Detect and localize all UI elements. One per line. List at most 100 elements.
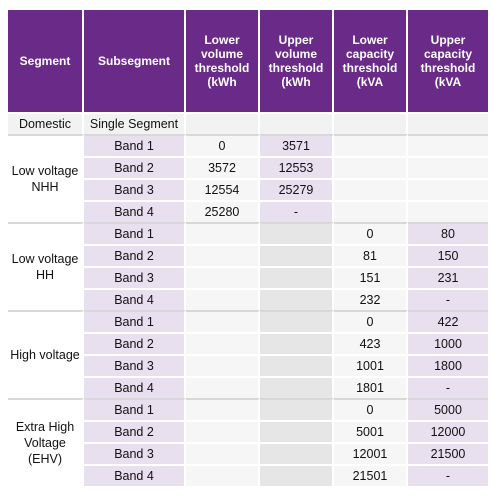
upper-volume-cell bbox=[260, 310, 334, 332]
lower-capacity-cell: 0 bbox=[334, 398, 408, 420]
lower-volume-cell: 0 bbox=[186, 134, 260, 156]
upper-capacity-cell: 21500 bbox=[408, 442, 488, 464]
lower-volume-cell bbox=[186, 222, 260, 244]
band-cell: Band 2 bbox=[84, 332, 186, 354]
lower-volume-cell bbox=[186, 354, 260, 376]
upper-volume-cell bbox=[260, 398, 334, 420]
lower-capacity-cell bbox=[334, 200, 408, 222]
lower-capacity-cell: 81 bbox=[334, 244, 408, 266]
band-cell: Band 4 bbox=[84, 376, 186, 398]
upper-capacity-cell: 12000 bbox=[408, 420, 488, 442]
lower-capacity-cell: 151 bbox=[334, 266, 408, 288]
lower-volume-cell bbox=[186, 376, 260, 398]
upper-volume-cell: 25279 bbox=[260, 178, 334, 200]
upper-capacity-cell: - bbox=[408, 288, 488, 310]
table-row: Band 2 81 150 bbox=[8, 244, 488, 266]
upper-capacity-cell bbox=[408, 200, 488, 222]
upper-capacity-cell: 150 bbox=[408, 244, 488, 266]
threshold-table-container: Segment Subsegment Lower volume threshol… bbox=[8, 10, 488, 486]
band-cell: Band 3 bbox=[84, 442, 186, 464]
lower-volume-cell bbox=[186, 288, 260, 310]
upper-volume-cell bbox=[260, 266, 334, 288]
lower-capacity-cell: 12001 bbox=[334, 442, 408, 464]
table-row: Band 2 5001 12000 bbox=[8, 420, 488, 442]
lower-volume-cell bbox=[186, 310, 260, 332]
lower-capacity-cell: 0 bbox=[334, 310, 408, 332]
upper-capacity-cell: - bbox=[408, 376, 488, 398]
band-cell: Band 4 bbox=[84, 200, 186, 222]
lower-capacity-cell: 1801 bbox=[334, 376, 408, 398]
table-row: Band 3 12554 25279 bbox=[8, 178, 488, 200]
upper-volume-cell bbox=[260, 442, 334, 464]
upper-capacity-cell: 1800 bbox=[408, 354, 488, 376]
header-lower-capacity: Lower capacity threshold (kVA bbox=[334, 10, 408, 112]
lower-capacity-cell: 1001 bbox=[334, 354, 408, 376]
upper-volume-cell bbox=[260, 332, 334, 354]
table-row: Band 3 12001 21500 bbox=[8, 442, 488, 464]
lower-volume-cell: 12554 bbox=[186, 178, 260, 200]
lower-capacity-cell bbox=[334, 156, 408, 178]
upper-capacity-cell bbox=[408, 156, 488, 178]
lower-capacity-cell: 21501 bbox=[334, 464, 408, 486]
upper-volume-cell bbox=[260, 288, 334, 310]
upper-capacity-cell: 1000 bbox=[408, 332, 488, 354]
band-cell: Band 3 bbox=[84, 266, 186, 288]
band-cell: Band 2 bbox=[84, 244, 186, 266]
table-row: Band 4 25280 - bbox=[8, 200, 488, 222]
table-row: Low voltage NHH Band 1 0 3571 bbox=[8, 134, 488, 222]
table-row-domestic: Domestic Single Segment bbox=[8, 112, 488, 134]
upper-capacity-cell: 231 bbox=[408, 266, 488, 288]
table-row: High voltage Band 1 0 422 bbox=[8, 310, 488, 398]
lower-volume-cell bbox=[186, 266, 260, 288]
header-upper-volume: Upper volume threshold (kWh bbox=[260, 10, 334, 112]
table-row: Band 4 232 - bbox=[8, 288, 488, 310]
lower-volume-cell bbox=[186, 332, 260, 354]
band-cell: Band 1 bbox=[84, 134, 186, 156]
table-row: Band 3 1001 1800 bbox=[8, 354, 488, 376]
band-cell: Band 3 bbox=[84, 354, 186, 376]
table-row: Band 4 21501 - bbox=[8, 464, 488, 486]
band-cell: Band 1 bbox=[84, 310, 186, 332]
upper-volume-cell: 3571 bbox=[260, 134, 334, 156]
upper-capacity-cell: 80 bbox=[408, 222, 488, 244]
table-row: Extra High Voltage (EHV) Band 1 0 5000 bbox=[8, 398, 488, 486]
upper-volume-cell bbox=[260, 244, 334, 266]
upper-volume-cell bbox=[260, 354, 334, 376]
header-subsegment: Subsegment bbox=[84, 10, 186, 112]
lower-volume-cell bbox=[186, 464, 260, 486]
upper-volume-cell: - bbox=[260, 200, 334, 222]
segment-cell: Low voltage NHH bbox=[8, 134, 84, 222]
segment-cell: Extra High Voltage (EHV) bbox=[8, 398, 84, 486]
threshold-table: Segment Subsegment Lower volume threshol… bbox=[8, 10, 488, 486]
segment-cell: Low voltage HH bbox=[8, 222, 84, 310]
upper-capacity-cell bbox=[408, 134, 488, 156]
lower-volume-cell bbox=[186, 442, 260, 464]
upper-volume-cell bbox=[260, 420, 334, 442]
band-cell: Band 1 bbox=[84, 398, 186, 420]
lower-capacity-cell bbox=[334, 134, 408, 156]
band-cell: Band 3 bbox=[84, 178, 186, 200]
lower-volume-cell bbox=[186, 398, 260, 420]
upper-volume-cell: 12553 bbox=[260, 156, 334, 178]
band-cell: Band 1 bbox=[84, 222, 186, 244]
table-row: Band 2 3572 12553 bbox=[8, 156, 488, 178]
table-row: Band 4 1801 - bbox=[8, 376, 488, 398]
lower-volume-cell bbox=[186, 244, 260, 266]
band-cell: Band 4 bbox=[84, 288, 186, 310]
lower-capacity-cell: 5001 bbox=[334, 420, 408, 442]
header-lower-volume: Lower volume threshold (kWh bbox=[186, 10, 260, 112]
upper-volume-cell bbox=[260, 222, 334, 244]
segment-cell: High voltage bbox=[8, 310, 84, 398]
lower-capacity-cell bbox=[334, 178, 408, 200]
lower-capacity-cell: 0 bbox=[334, 222, 408, 244]
upper-capacity-cell bbox=[408, 178, 488, 200]
upper-volume-cell bbox=[260, 376, 334, 398]
table-row: Band 3 151 231 bbox=[8, 266, 488, 288]
lower-capacity-cell: 232 bbox=[334, 288, 408, 310]
header-segment: Segment bbox=[8, 10, 84, 112]
band-cell: Band 4 bbox=[84, 464, 186, 486]
band-cell: Band 2 bbox=[84, 156, 186, 178]
table-row: Band 2 423 1000 bbox=[8, 332, 488, 354]
header-row: Segment Subsegment Lower volume threshol… bbox=[8, 10, 488, 112]
subsegment-cell: Single Segment bbox=[84, 112, 186, 134]
